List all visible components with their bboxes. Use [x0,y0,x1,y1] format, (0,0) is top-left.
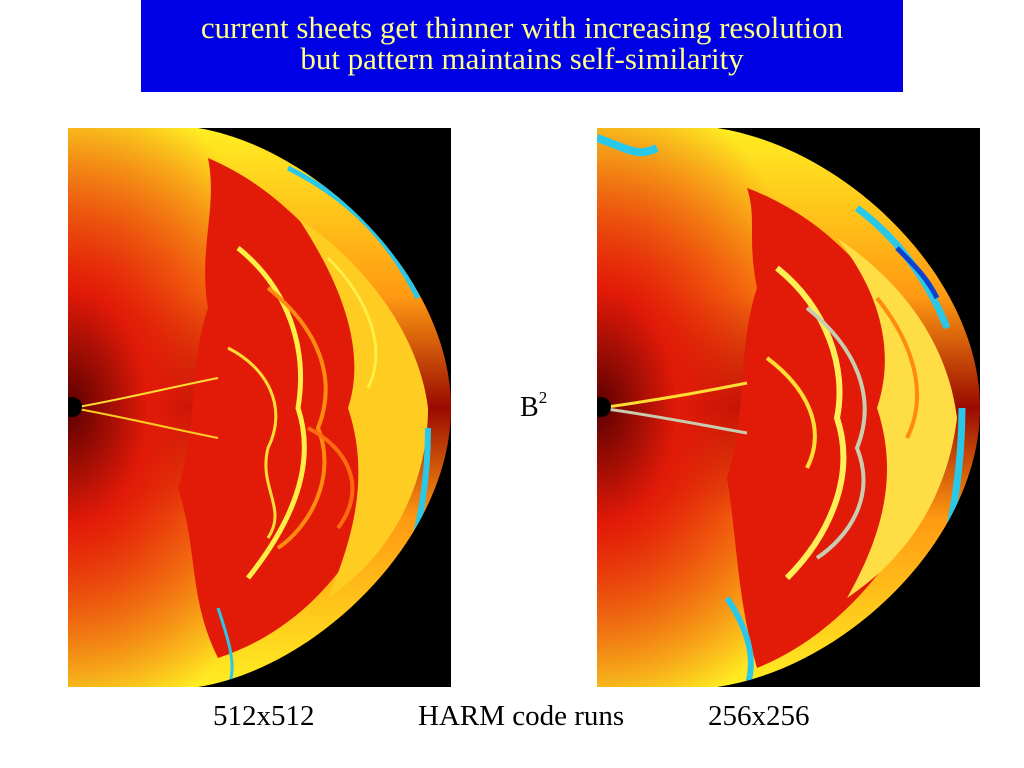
simulation-render-512 [68,128,451,687]
quantity-superscript: 2 [538,388,548,407]
slide-title-line-1: current sheets get thinner with increasi… [200,10,844,45]
slide-title-line-2: but pattern maintains self-similarity [300,41,744,76]
quantity-base: B [520,392,539,423]
simulation-render-256 [597,128,980,687]
caption-resolution-512: 512x512 [213,700,315,732]
quantity-label-b-squared: B2 [520,388,547,424]
simulation-image-256 [597,128,980,687]
caption-resolution-256: 256x256 [708,700,810,732]
slide-title-banner: current sheets get thinner with increasi… [141,0,903,92]
simulation-image-512 [68,128,451,687]
caption-harm-code-runs: HARM code runs [418,700,625,732]
